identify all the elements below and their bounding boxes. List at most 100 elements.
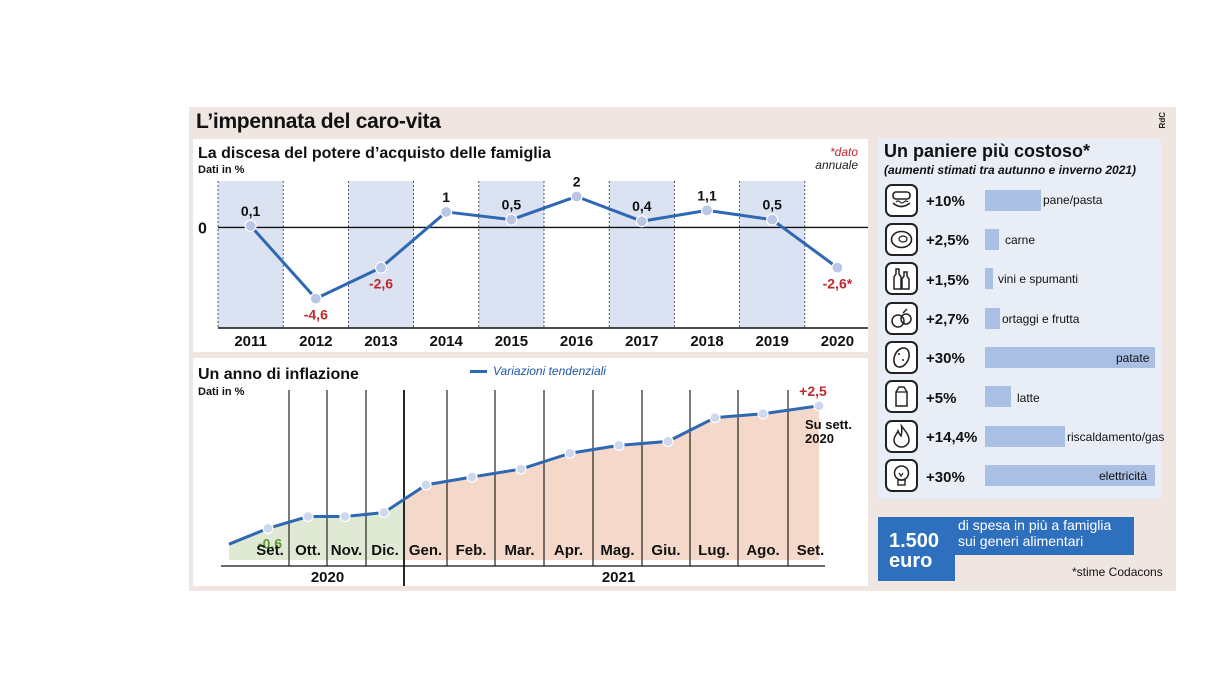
basket-label-4: patate [1116, 351, 1150, 365]
data-label-2012: -4,6 [304, 307, 328, 323]
gas-flame-icon [885, 420, 918, 453]
data-point-6 [515, 463, 527, 475]
x-tick-2012: 2012 [299, 333, 332, 350]
x-tick-5: Feb. [456, 542, 487, 559]
basket-label-3: ortaggi e frutta [1002, 312, 1080, 326]
x-tick-4: Gen. [409, 542, 442, 559]
x-tick-2017: 2017 [625, 333, 658, 350]
data-label-first: -0,6 [258, 535, 282, 551]
data-label-2019: 0,5 [762, 197, 782, 213]
bread-pasta-icon [885, 184, 918, 217]
meat-icon [885, 223, 918, 256]
data-label-2011: 0,1 [241, 203, 261, 219]
basket-bar-6 [985, 426, 1065, 447]
basket-label-5: latte [1017, 391, 1040, 405]
basket-pct-0: +10% [926, 193, 965, 210]
x-tick-9: Giu. [651, 542, 680, 559]
x-tick-2015: 2015 [495, 333, 528, 350]
data-point-12 [813, 400, 825, 412]
data-point-0 [262, 522, 274, 534]
purchasing-power-chart: 0 0,1 2011 -4,6 2012 -2,6 2013 1 2014 0,5 2015 2 201… [198, 173, 868, 350]
chart2-legend: Variazioni tendenziali [470, 364, 606, 378]
data-point-2018 [700, 204, 714, 217]
vegetables-fruit-icon [885, 302, 918, 335]
data-point-4 [420, 479, 432, 491]
series-line [228, 404, 820, 546]
x-tick-1: Ott. [295, 542, 321, 559]
end-label-line1: Su sett. [805, 417, 852, 432]
milk-carton-icon [885, 380, 918, 413]
x-tick-2013: 2013 [364, 333, 397, 350]
area-2021 [404, 405, 819, 560]
x-tick-2014: 2014 [430, 333, 464, 350]
x-tick-2011: 2011 [234, 333, 267, 350]
year-band-2011 [218, 181, 284, 328]
basket-label-1: carne [1005, 233, 1036, 247]
chart2-unit: Dati in % [198, 386, 245, 398]
basket-bar-7 [985, 465, 1155, 486]
basket-label-7: elettricità [1099, 469, 1148, 483]
basket-pct-4: +30% [926, 350, 965, 367]
data-label-2017: 0,4 [632, 198, 652, 214]
data-label-2016: 2 [573, 173, 581, 189]
data-label-2018: 1,1 [697, 187, 717, 203]
x-tick-2020: 2020 [821, 333, 854, 350]
chart1-note-star: *dato [829, 145, 858, 159]
data-point-2016 [570, 190, 583, 203]
x-tick-2019: 2019 [756, 333, 789, 350]
zero-label: 0 [198, 220, 207, 237]
year-label-2021: 2021 [602, 569, 635, 586]
data-point-7 [564, 447, 576, 459]
data-point-2015 [505, 213, 518, 226]
basket-bar-1 [985, 229, 999, 250]
data-point-2019 [766, 213, 779, 226]
data-point-3 [378, 506, 390, 519]
data-label-2020: -2,6* [823, 276, 853, 292]
data-point-2013 [374, 261, 388, 274]
basket-pct-1: +2,5% [926, 232, 969, 249]
basket-pct-2: +1,5% [926, 272, 969, 289]
x-tick-3: Dic. [371, 542, 399, 559]
year-label-2020: 2020 [311, 569, 344, 586]
wine-bottles-icon [885, 262, 918, 295]
data-point-2020 [831, 261, 844, 274]
area-2020 [229, 499, 404, 560]
basket-bar-5 [985, 386, 1011, 407]
main-title: L’impennata del caro-vita [196, 110, 441, 133]
data-label-last: +2,5 [799, 383, 827, 399]
basket-bar-3 [985, 308, 1000, 329]
callout-amount-unit: euro [889, 550, 933, 572]
data-label-2013: -2,6 [369, 276, 393, 292]
x-tick-2018: 2018 [690, 333, 723, 350]
callout-amount: 1.500 euro [889, 531, 939, 571]
basket-bar-4 [985, 347, 1155, 368]
data-point-1 [302, 510, 314, 523]
data-point-2017 [635, 215, 648, 228]
light-bulb-icon [885, 459, 918, 492]
basket-label-6: riscaldamento/gas [1067, 430, 1165, 444]
x-tick-2016: 2016 [560, 333, 593, 350]
credit-mark: RdC [1158, 112, 1167, 129]
basket-subtitle: (aumenti stimati tra autunno e inverno 2… [884, 163, 1137, 177]
x-tick-7: Apr. [554, 542, 583, 559]
basket-bar-0 [985, 190, 1041, 211]
data-point-2011 [244, 219, 257, 232]
chart1-note: *dato annuale [790, 146, 858, 172]
year-band-2019 [739, 181, 805, 328]
basket-title: Un paniere più costoso* [884, 141, 1091, 161]
callout-box [878, 517, 1134, 555]
data-label-2015: 0,5 [502, 197, 522, 213]
year-band-2015 [478, 181, 544, 328]
x-tick-2: Nov. [331, 542, 362, 559]
data-point-2 [339, 510, 351, 523]
callout-amount-value: 1.500 [889, 530, 940, 552]
callout-tab [878, 553, 955, 581]
basket-pct-7: +30% [926, 469, 965, 486]
chart1-note-text: annuale [815, 158, 858, 172]
series-line [249, 194, 839, 301]
x-tick-12: Set. [797, 542, 825, 559]
x-tick-11: Ago. [746, 542, 779, 559]
inflation-chart: -0,6 +2,5 Su sett. 2020 Set. Ott. Nov. Dic. Gen.… [221, 383, 852, 586]
data-point-10 [709, 412, 721, 424]
legend-line-swatch [470, 370, 487, 374]
